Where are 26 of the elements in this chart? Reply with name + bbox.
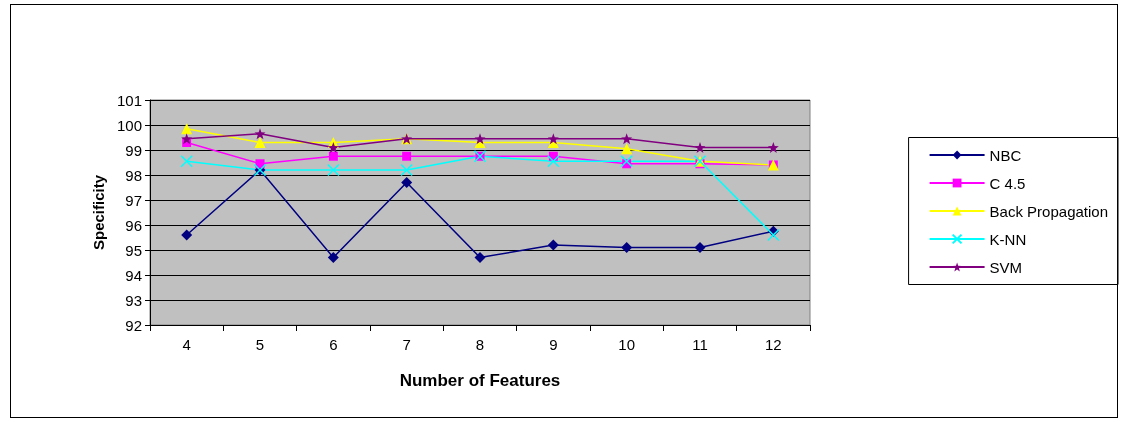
y-axis-title: Specificity — [90, 174, 108, 251]
x-tick-label: 11 — [692, 336, 708, 353]
y-tick-label: 92 — [125, 316, 142, 334]
x-axis-title: Number of Features — [399, 371, 561, 390]
y-tick-label: 97 — [125, 191, 142, 209]
legend-label: K-NN — [989, 230, 1027, 248]
legend-label: Back Propagation — [989, 202, 1109, 220]
legend-label: NBC — [989, 146, 1022, 164]
y-tick-label: 93 — [125, 291, 142, 309]
y-tick-label: 99 — [125, 141, 142, 159]
y-tick-label: 100 — [116, 116, 142, 134]
x-tick-label: 4 — [182, 336, 191, 353]
y-tick-label: 101 — [116, 91, 142, 109]
y-tick-label: 98 — [125, 166, 142, 184]
x-tick-label: 8 — [475, 336, 485, 353]
x-tick-label: 5 — [255, 336, 265, 353]
y-tick-label: 95 — [125, 241, 142, 259]
x-tick-label: 12 — [764, 336, 782, 353]
x-tick-label: 7 — [402, 336, 411, 353]
x-tick-label: 9 — [549, 336, 558, 353]
x-tick-label: 6 — [329, 336, 338, 353]
legend-label: C 4.5 — [989, 174, 1026, 192]
y-tick-label: 96 — [125, 216, 142, 234]
y-tick-label: 94 — [125, 266, 142, 284]
legend-label: SVM — [989, 258, 1023, 276]
x-tick-label: 10 — [618, 336, 636, 353]
